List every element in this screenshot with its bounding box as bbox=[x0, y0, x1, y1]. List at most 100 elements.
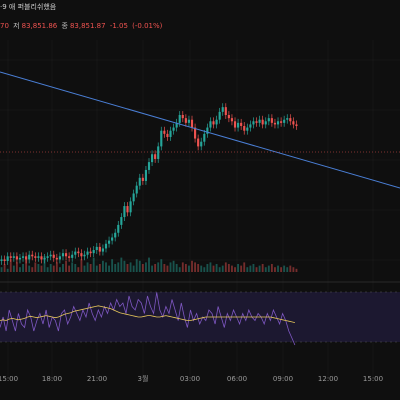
chart-header: ·9 애 퍼블리쉬했음 70 저 83,851.86 종 83,851.87 -1.… bbox=[0, 0, 400, 36]
volume-bar bbox=[270, 264, 273, 272]
volume-bar bbox=[15, 262, 18, 272]
candle-body bbox=[160, 130, 163, 147]
volume-bar bbox=[212, 265, 215, 272]
volume-bar bbox=[237, 264, 240, 272]
volume-bar bbox=[218, 267, 221, 272]
volume-bar bbox=[215, 264, 218, 272]
volume-bar bbox=[46, 267, 49, 272]
volume-bar bbox=[95, 265, 98, 272]
candle-body bbox=[172, 127, 175, 131]
volume-bar bbox=[200, 265, 203, 272]
candle-body bbox=[138, 177, 141, 186]
volume-bar bbox=[286, 267, 289, 272]
volume-bar bbox=[231, 265, 233, 272]
volume-bars bbox=[0, 256, 298, 272]
candle-body bbox=[28, 254, 31, 260]
candle-body bbox=[92, 250, 95, 254]
volume-bar bbox=[151, 265, 153, 272]
candle-body bbox=[107, 240, 111, 244]
x-tick-label: 15:00 bbox=[0, 375, 18, 383]
volume-bar bbox=[92, 257, 95, 272]
candle-body bbox=[203, 133, 206, 142]
volume-bar bbox=[9, 259, 12, 272]
candle-body bbox=[212, 121, 215, 125]
volume-bar bbox=[280, 267, 283, 272]
volume-bar bbox=[98, 264, 101, 272]
rsi-ma-line bbox=[0, 305, 295, 323]
candle-body bbox=[169, 130, 172, 137]
candle-body bbox=[64, 253, 68, 257]
trend-line[interactable] bbox=[0, 71, 400, 189]
x-tick-label: 06:00 bbox=[227, 375, 247, 383]
candle-body bbox=[246, 127, 249, 131]
volume-bar bbox=[111, 259, 114, 272]
candles bbox=[0, 103, 298, 265]
candle-body bbox=[197, 138, 200, 147]
volume-bar bbox=[188, 265, 190, 272]
volume-bar bbox=[148, 257, 150, 272]
change-pct: (-0.01%) bbox=[132, 22, 163, 30]
volume-bar bbox=[224, 262, 227, 272]
volume-bar bbox=[258, 265, 261, 272]
volume-bar bbox=[19, 267, 21, 272]
volume-bar bbox=[71, 262, 74, 272]
candle-body bbox=[21, 256, 25, 258]
symbol-title: ·9 애 퍼블리쉬했음 bbox=[0, 3, 57, 11]
volume-bar bbox=[22, 264, 24, 272]
candle-body bbox=[6, 256, 9, 262]
candle-body bbox=[184, 118, 187, 123]
volume-bar bbox=[49, 264, 52, 272]
volume-bar bbox=[181, 262, 184, 272]
x-axis-ticks: 15:00 18:00 21:00 3월 03:00 06:00 09:00 12:00 15:… bbox=[0, 374, 383, 383]
candle-body bbox=[283, 119, 286, 123]
candle-body bbox=[25, 256, 28, 260]
close-label: 저 bbox=[13, 22, 20, 30]
volume-bar bbox=[292, 267, 295, 272]
candle-body bbox=[129, 201, 132, 213]
candle-body bbox=[18, 257, 22, 260]
candle-body bbox=[147, 162, 151, 170]
candle-body bbox=[61, 253, 65, 257]
change-value: -1.05 bbox=[109, 22, 128, 30]
volume-bar bbox=[243, 262, 246, 272]
candle-body bbox=[3, 259, 6, 262]
candle-body bbox=[52, 254, 55, 258]
candle-body bbox=[157, 146, 160, 159]
volume-bar bbox=[209, 262, 212, 272]
candle-body bbox=[68, 256, 71, 258]
candle-body bbox=[187, 119, 191, 123]
candle-body bbox=[286, 118, 289, 120]
volume-bar bbox=[25, 257, 28, 272]
candle-body bbox=[89, 251, 92, 254]
candle-body bbox=[227, 115, 230, 119]
candle-body bbox=[261, 119, 264, 125]
volume-bar bbox=[3, 264, 6, 272]
candle-body bbox=[163, 130, 166, 134]
x-tick-label: 18:00 bbox=[42, 375, 62, 383]
candle-body bbox=[166, 133, 169, 137]
volume-bar bbox=[289, 265, 292, 272]
volume-bar bbox=[160, 259, 163, 272]
volume-bar bbox=[83, 265, 86, 272]
candle-body bbox=[86, 251, 89, 255]
rsi-band bbox=[0, 292, 400, 342]
volume-bar bbox=[68, 265, 71, 272]
candle-body bbox=[270, 118, 273, 123]
x-tick-label: 12:00 bbox=[318, 375, 338, 383]
volume-bar bbox=[62, 264, 64, 272]
candle-body bbox=[280, 121, 283, 123]
candle-body bbox=[218, 111, 221, 120]
candle-body bbox=[43, 257, 46, 260]
candle-body bbox=[249, 124, 252, 128]
volume-bar bbox=[135, 259, 138, 272]
rsi-line bbox=[0, 292, 296, 346]
volume-bar bbox=[277, 265, 279, 272]
volume-bar bbox=[191, 260, 193, 272]
volume-bar bbox=[28, 265, 31, 272]
candle-body bbox=[49, 254, 52, 257]
candle-body bbox=[230, 118, 234, 122]
volume-bar bbox=[261, 264, 264, 272]
x-tick-label: 21:00 bbox=[87, 375, 107, 383]
volume-bar bbox=[221, 265, 224, 272]
